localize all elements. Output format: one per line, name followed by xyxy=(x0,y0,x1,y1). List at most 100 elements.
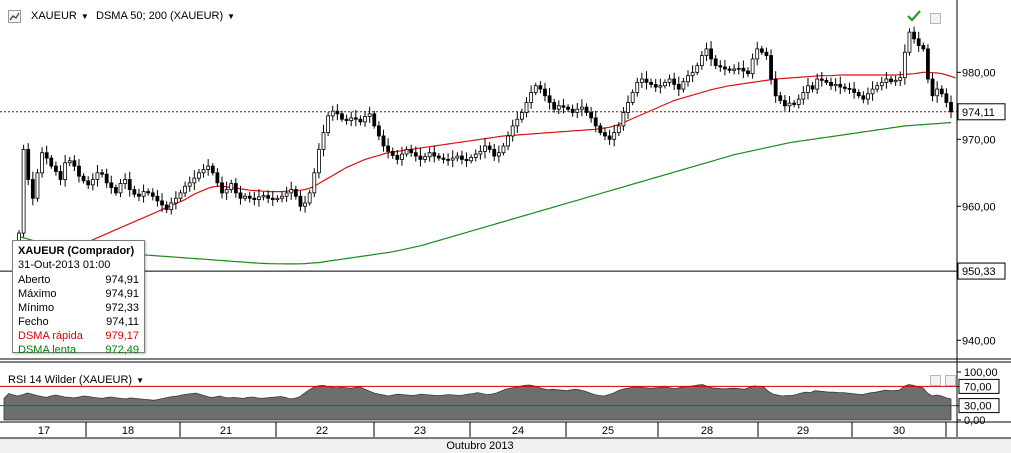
candle-body xyxy=(353,117,358,120)
candle-body xyxy=(801,92,806,100)
rsi-panel-maximize-icon[interactable] xyxy=(930,375,941,386)
tooltip-row-value: 979,17 xyxy=(105,330,139,342)
candle-body xyxy=(755,48,760,60)
tooltip-datetime: 31-Out-2013 01:00 xyxy=(18,259,111,271)
chevron-down-icon: ▼ xyxy=(80,12,89,21)
candle-body xyxy=(547,95,552,103)
candle-body xyxy=(280,195,284,199)
current-price-label: 974,11 xyxy=(962,107,995,119)
indicator-selector[interactable]: DSMA 50; 200 (XAUEUR) ▼ xyxy=(96,8,235,24)
rsi-panel[interactable] xyxy=(0,384,957,421)
candle-body xyxy=(169,202,174,211)
candle-body xyxy=(413,152,418,157)
candle-body xyxy=(257,196,261,200)
candle-body xyxy=(524,102,529,113)
candle-body xyxy=(220,182,224,194)
candle-body xyxy=(598,125,603,134)
x-axis-label: Outubro 2013 xyxy=(446,440,513,452)
candle-body xyxy=(63,162,68,180)
candle-body xyxy=(206,165,211,170)
candle-body xyxy=(58,171,63,180)
candle-body xyxy=(893,79,898,83)
rsi-indicator-selector[interactable]: RSI 14 Wilder (XAUEUR) ▼ xyxy=(8,373,144,387)
candle-body xyxy=(741,67,746,72)
tooltip-row-label: Fecho xyxy=(18,316,49,328)
chart-type-icon[interactable] xyxy=(8,10,21,23)
rsi-panel-close-icon[interactable] xyxy=(945,375,956,386)
candle-body xyxy=(77,165,81,177)
rsi-area xyxy=(3,384,952,421)
candle-body xyxy=(109,182,114,188)
candle-body xyxy=(902,51,907,79)
candle-body xyxy=(113,187,118,194)
candle-body xyxy=(395,154,400,160)
candle-body xyxy=(26,148,31,180)
candle-body xyxy=(935,88,940,97)
candle-body xyxy=(852,88,857,93)
candle-body xyxy=(759,48,764,53)
candle-body xyxy=(160,200,164,206)
candle-body xyxy=(164,204,169,211)
candle-body xyxy=(363,116,367,123)
candle-body xyxy=(907,31,912,53)
tooltip-row-value: 972,33 xyxy=(105,302,139,314)
price-panel[interactable] xyxy=(0,26,1011,363)
candle-body xyxy=(533,85,538,93)
candle-body xyxy=(672,78,677,85)
rsi-y-tick-label: 0,00 xyxy=(964,415,985,427)
tooltip-row: Máximo 974,91 xyxy=(18,287,139,301)
symbol-label: XAUEUR xyxy=(31,10,77,22)
slow-ma-line xyxy=(18,122,952,265)
y-tick-label: 940,00 xyxy=(962,335,996,347)
candle-body xyxy=(238,192,243,199)
checkmark-icon[interactable] xyxy=(907,10,921,22)
candle-body xyxy=(695,65,700,73)
candle-body xyxy=(510,125,515,137)
candle-body xyxy=(423,156,427,160)
candle-body xyxy=(390,150,395,156)
candle-body xyxy=(944,93,949,103)
candle-body xyxy=(861,95,866,100)
candle-body xyxy=(773,78,778,97)
tooltip-row-value: 974,11 xyxy=(106,316,139,328)
rsi-y-tick-label: 70,00 xyxy=(964,381,992,393)
tooltip-row-value: 974,91 xyxy=(105,288,139,300)
symbol-selector[interactable]: XAUEUR ▼ xyxy=(31,8,89,24)
candle-body xyxy=(123,179,128,184)
candle-body xyxy=(30,179,35,199)
candle-body xyxy=(621,112,626,127)
candle-body xyxy=(579,106,584,110)
candle-body xyxy=(520,112,524,120)
candle-body xyxy=(912,31,916,40)
candle-body xyxy=(866,93,870,100)
candle-body xyxy=(584,106,589,113)
candle-body xyxy=(432,152,437,157)
chevron-down-icon: ▼ xyxy=(136,376,144,385)
candle-body xyxy=(247,195,252,199)
candle-body xyxy=(418,155,423,160)
candle-body xyxy=(732,68,737,71)
rsi-level-tag xyxy=(958,398,1000,414)
panel-maximize-icon[interactable] xyxy=(930,13,941,24)
axis-footer xyxy=(0,438,1011,453)
candle-body xyxy=(386,145,391,152)
x-tick-label: 18 xyxy=(122,425,134,437)
candle-body xyxy=(72,160,77,167)
candle-body xyxy=(543,88,547,97)
indicator-label: DSMA 50; 200 (XAUEUR) xyxy=(96,10,224,22)
rsi-y-tick-label: 100,00 xyxy=(964,367,998,379)
price-axis[interactable]: 980,00970,00960,00950,00940,00974,11950,… xyxy=(956,0,1006,437)
candle-body xyxy=(639,78,644,83)
candle-body xyxy=(137,193,141,197)
tooltip-row-value: 972,49 xyxy=(105,344,139,356)
candle-body xyxy=(829,81,833,87)
candle-body xyxy=(224,189,229,194)
candle-body xyxy=(769,55,773,80)
candle-body xyxy=(676,83,681,90)
x-tick-label: 23 xyxy=(414,425,426,437)
candle-body xyxy=(833,83,838,87)
candle-body xyxy=(464,159,469,162)
candle-body xyxy=(201,169,206,174)
